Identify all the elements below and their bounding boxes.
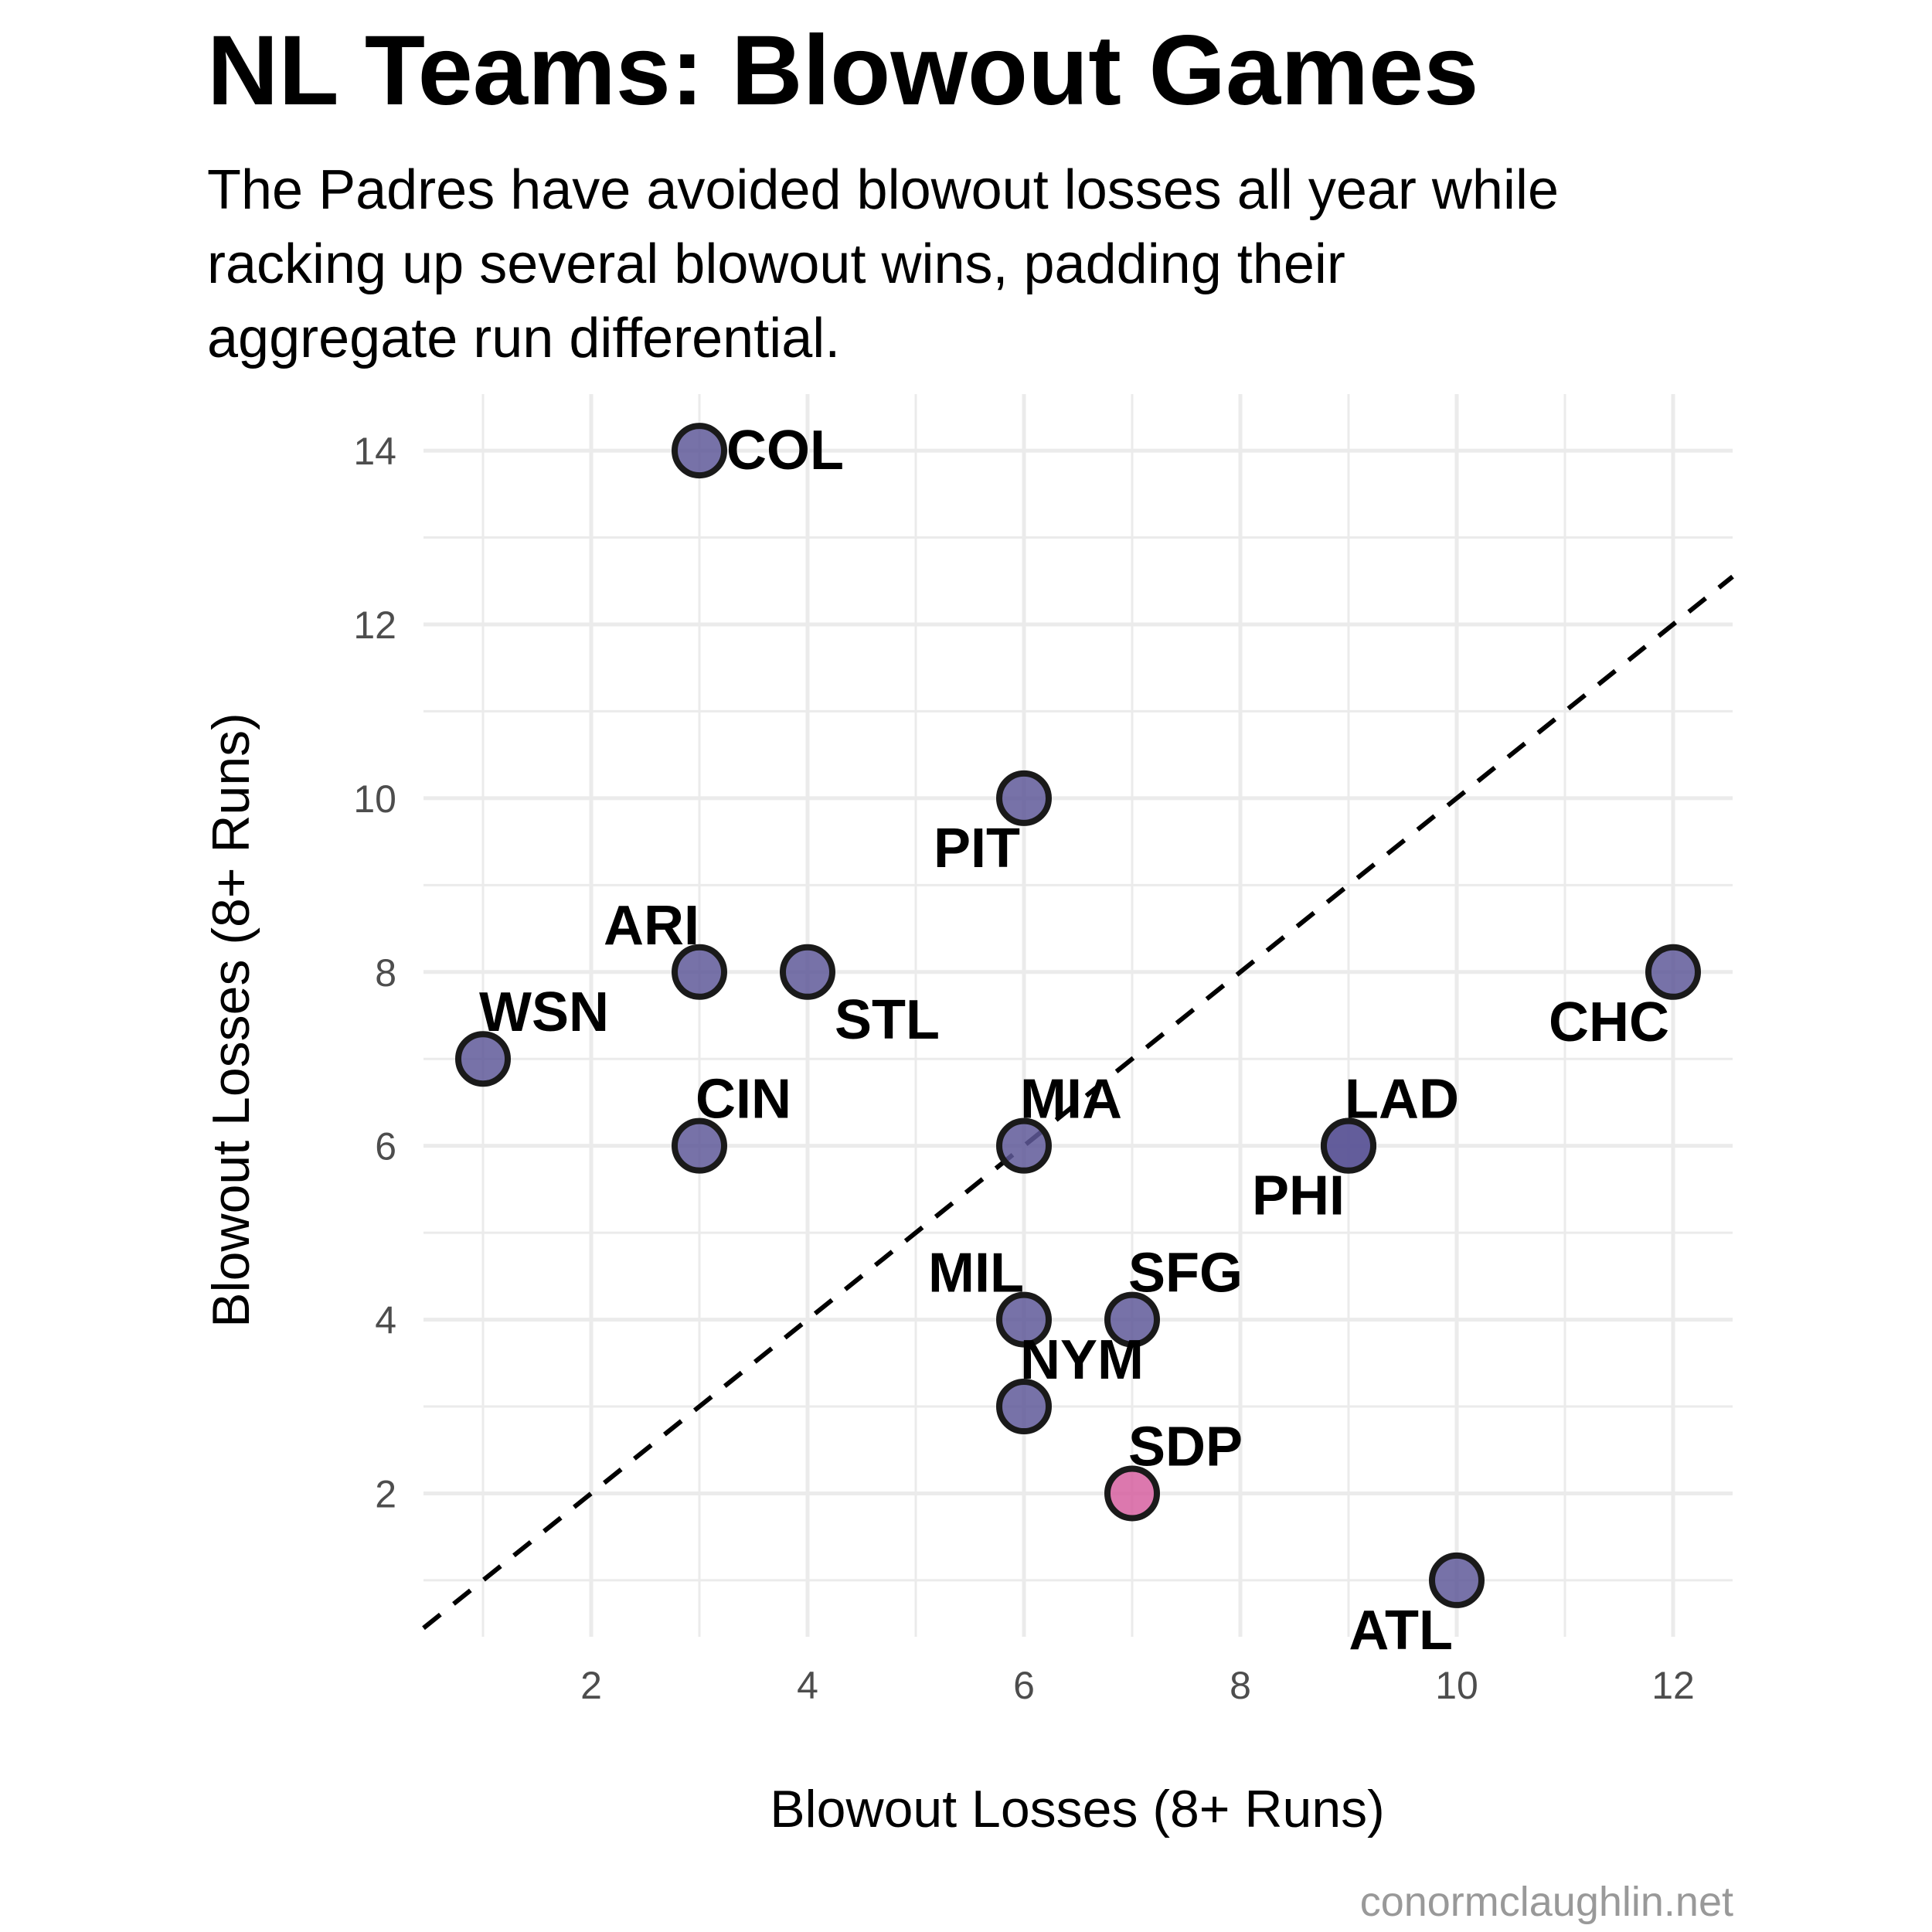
point-label-stl: STL	[835, 989, 940, 1051]
point-label-chc: CHC	[1549, 992, 1669, 1053]
point-label-wsn: WSN	[479, 981, 609, 1043]
point-mia	[996, 1117, 1052, 1174]
x-tick-label: 8	[1230, 1664, 1251, 1707]
point-label-lad: LAD	[1345, 1069, 1459, 1131]
x-axis-ticks: 2 4 6 8 10 12	[580, 1664, 1695, 1707]
point-col	[672, 423, 727, 479]
y-tick-label: 8	[375, 951, 396, 995]
point-stl	[780, 944, 835, 1000]
point-chc	[1645, 944, 1701, 1000]
point-label-atl: ATL	[1349, 1600, 1453, 1662]
point-label-pit: PIT	[934, 818, 1020, 879]
point-atl	[1429, 1552, 1485, 1608]
y-axis-title: Blowout Losses (8+ Runs)	[202, 713, 260, 1328]
point-label-mil: MIL	[928, 1243, 1024, 1304]
source-caption: conormclaughlin.net	[1359, 1879, 1733, 1925]
minor-gridlines	[423, 394, 1733, 1637]
chart-subtitle: The Padres have avoided blowout losses a…	[207, 159, 1559, 369]
point-label-cin: CIN	[696, 1069, 791, 1131]
reference-line-y-equals-x	[422, 574, 1734, 1631]
y-tick-label: 6	[375, 1125, 396, 1168]
point-label-col: COL	[726, 420, 844, 481]
y-tick-label: 14	[353, 430, 396, 473]
point-pit	[996, 770, 1052, 826]
point-label-ari: ARI	[604, 895, 699, 957]
point-label-phi: PHI	[1252, 1165, 1345, 1227]
y-axis-ticks: 2 4 6 8 10 12 14	[353, 430, 396, 1515]
point-sdp	[1104, 1465, 1160, 1522]
point-phi	[1321, 1117, 1376, 1174]
y-tick-label: 12	[353, 604, 396, 647]
point-wsn	[455, 1031, 511, 1087]
x-tick-label: 6	[1013, 1664, 1035, 1707]
point-ari	[672, 944, 727, 1000]
point-sfg	[1104, 1291, 1160, 1348]
y-tick-label: 4	[375, 1299, 396, 1342]
x-axis-title: Blowout Losses (8+ Runs)	[770, 1780, 1385, 1838]
x-tick-label: 12	[1651, 1664, 1695, 1707]
point-mil	[996, 1291, 1052, 1348]
chart-title: NL Teams: Blowout Games	[207, 15, 1479, 126]
point-label-sdp: SDP	[1128, 1416, 1243, 1478]
point-label-sfg: SFG	[1128, 1243, 1243, 1304]
major-gridlines	[423, 394, 1733, 1637]
x-tick-label: 4	[797, 1664, 818, 1707]
point-nym	[996, 1379, 1052, 1435]
x-tick-label: 2	[580, 1664, 602, 1707]
point-label-mia: MIA	[1020, 1069, 1122, 1131]
y-tick-label: 10	[353, 777, 396, 821]
x-tick-label: 10	[1435, 1664, 1478, 1707]
y-tick-label: 2	[375, 1472, 396, 1515]
point-label-nym: NYM	[1020, 1329, 1144, 1391]
data-points	[455, 423, 1701, 1608]
point-cin	[672, 1117, 727, 1174]
